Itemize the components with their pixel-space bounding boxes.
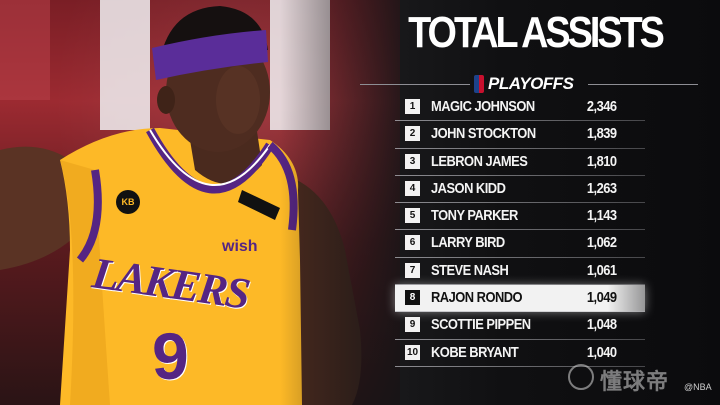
soccer-ball-icon	[568, 364, 594, 390]
player-name: RAJON RONDO	[431, 289, 523, 307]
photo-fade	[280, 0, 400, 405]
subtitle: PLAYOFFS	[488, 74, 574, 93]
divider	[588, 84, 698, 85]
rank-badge: 5	[405, 208, 420, 224]
rank-badge: 3	[405, 153, 420, 169]
leader-row: 6 LARRY BIRD 1,062	[395, 230, 645, 259]
rank-badge: 4	[405, 180, 420, 196]
leader-row: 9 SCOTTIE PIPPEN 1,048	[395, 312, 645, 340]
assist-total: 1,040	[587, 343, 617, 361]
assist-total: 2,346	[587, 98, 617, 115]
watermark: 懂球帝	[568, 362, 693, 395]
leader-row: 5 TONY PARKER 1,143	[395, 203, 645, 231]
jersey-sponsor-text: wish	[222, 238, 258, 255]
rank-badge: 9	[405, 317, 420, 333]
rank-badge: 10	[405, 344, 420, 360]
nba-logo-icon	[474, 75, 484, 93]
leader-row: 1 MAGIC JOHNSON 2,346	[395, 94, 645, 122]
leader-row: 7 STEVE NASH 1,061	[395, 258, 645, 286]
assist-total: 1,049	[587, 289, 617, 307]
graphic-title: TOTAL ASSISTS	[408, 8, 665, 57]
assist-total: 1,263	[587, 179, 617, 197]
leader-row: 4 JASON KIDD 1,263	[395, 176, 645, 204]
rank-badge: 7	[405, 262, 420, 278]
leader-row: 3 LEBRON JAMES 1,810	[395, 149, 645, 177]
leader-row-highlighted: 8 RAJON RONDO 1,049	[395, 285, 645, 313]
rank-badge: 6	[405, 235, 420, 251]
credit-text: @NBA	[684, 382, 712, 392]
rank-badge: 2	[405, 126, 420, 142]
player-name: STEVE NASH	[431, 261, 509, 279]
jersey-patch: KB	[116, 190, 140, 214]
rank-badge: 1	[405, 99, 420, 114]
player-name: JOHN STOCKTON	[431, 125, 536, 143]
player-name: KOBE BRYANT	[431, 343, 519, 361]
assist-total: 1,810	[587, 152, 617, 170]
background-signage	[0, 0, 50, 100]
leaders-table: 1 MAGIC JOHNSON 2,346 2 JOHN STOCKTON 1,…	[395, 94, 645, 368]
background-signage	[100, 0, 150, 130]
rank-badge: 8	[405, 290, 420, 306]
leader-row: 2 JOHN STOCKTON 1,839	[395, 121, 645, 149]
player-name: LEBRON JAMES	[431, 152, 528, 170]
assist-total: 1,062	[587, 234, 617, 252]
player-name: SCOTTIE PIPPEN	[431, 316, 531, 334]
player-photo: LAKERS 9 wish KB	[0, 0, 400, 405]
assist-total: 1,143	[587, 207, 617, 225]
player-name: JASON KIDD	[431, 179, 506, 197]
assist-total: 1,839	[587, 125, 617, 143]
leader-row: 10 KOBE BRYANT 1,040	[395, 340, 645, 368]
divider	[360, 84, 470, 85]
player-name: MAGIC JOHNSON	[431, 98, 535, 115]
player-name: TONY PARKER	[431, 207, 518, 225]
watermark-text: 懂球帝	[600, 370, 670, 395]
assist-total: 1,061	[587, 261, 617, 279]
assist-total: 1,048	[587, 316, 617, 334]
subtitle-row: PLAYOFFS	[340, 74, 720, 94]
jersey-number-text: 9	[152, 319, 189, 393]
player-name: LARRY BIRD	[431, 234, 505, 252]
